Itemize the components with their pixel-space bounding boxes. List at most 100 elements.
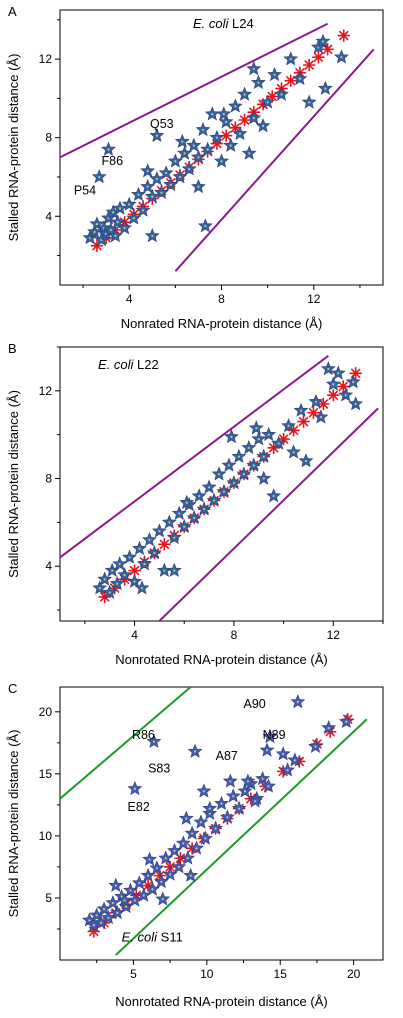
star-point-center	[111, 901, 114, 905]
star-point-center	[109, 228, 112, 232]
panel-a: A 4 8 12 4 8 12 Nonrated RNA-protein distance (…	[6, 4, 384, 331]
star-point-center	[254, 800, 257, 803]
panel-title: E. coli L24	[193, 16, 254, 31]
asterisk-point	[158, 537, 171, 551]
star-series	[81, 694, 354, 932]
star-point-center	[123, 226, 126, 230]
x-tick-label: 4	[131, 628, 138, 642]
star-point-center	[229, 144, 232, 147]
bound-line-1	[60, 687, 192, 800]
asterisk-stroke	[129, 565, 140, 576]
x-tick-label: 15	[274, 967, 288, 981]
star-point-center	[116, 582, 119, 585]
star-point-center	[287, 424, 290, 428]
star-point-center	[103, 578, 106, 581]
panel-title-protein: S11	[157, 929, 183, 944]
star-point-center	[238, 807, 241, 810]
y-tick-label: 15	[39, 767, 53, 781]
star-point-center	[146, 169, 149, 173]
asterisk-stroke	[155, 870, 165, 881]
star-point-center	[116, 911, 119, 914]
asterisk-point	[321, 42, 334, 56]
y-tick-label: 4	[45, 209, 52, 223]
residue-annotation: Q53	[150, 117, 174, 131]
star-point-center	[193, 516, 196, 520]
star-point-center	[248, 152, 251, 155]
star-point-center	[108, 591, 111, 594]
bound-line-2	[158, 407, 379, 621]
star-point-center	[123, 573, 126, 577]
asterisk-point	[229, 121, 242, 135]
star-point-center	[183, 525, 186, 528]
star-point-center	[298, 77, 302, 80]
asterisk-point	[312, 50, 325, 64]
star-point-center	[208, 812, 211, 815]
star-point-center	[133, 899, 136, 902]
asterisk-stroke	[308, 408, 319, 418]
star-point-center	[299, 409, 303, 412]
asterisk-stroke	[318, 399, 329, 409]
asterisk-point	[297, 415, 310, 428]
star-point-center	[173, 849, 176, 852]
star-point-center	[220, 160, 223, 163]
plot-area	[60, 687, 368, 956]
y-tick-label: 12	[39, 52, 53, 66]
x-axis-label: Nonrotated RNA-protein distance (Å)	[115, 652, 327, 667]
bound-line-1	[60, 354, 329, 559]
star-point-center	[148, 858, 151, 861]
star-point-center	[146, 874, 150, 877]
asterisk-stroke	[288, 425, 299, 435]
panel-label: A	[8, 4, 17, 19]
star-point-center	[243, 790, 247, 793]
star-point-center	[192, 144, 195, 147]
asterisk-stroke	[221, 131, 231, 141]
star-point-center	[272, 494, 275, 498]
star-point-center	[215, 136, 218, 139]
star-point-center	[327, 726, 330, 730]
star-point-center	[111, 211, 115, 214]
asterisk-point	[349, 367, 362, 380]
star-point-center	[268, 735, 272, 738]
star-point-center	[95, 914, 98, 917]
star-point-center	[227, 464, 231, 467]
x-tick-label: 4	[126, 292, 133, 306]
star-point-center	[345, 720, 348, 723]
star-point-center	[261, 124, 265, 127]
star-point-center	[152, 740, 156, 743]
star-point-center	[203, 508, 206, 511]
star-point-center	[138, 547, 141, 550]
star-point-center	[314, 745, 317, 748]
star-point-center	[304, 459, 308, 463]
star-point-center	[188, 168, 191, 171]
panel-title: E. coli S11	[122, 929, 183, 944]
star-point-center	[124, 905, 128, 908]
star-point-center	[93, 230, 96, 234]
star-point-center	[155, 177, 158, 181]
x-tick-label: 12	[327, 628, 341, 642]
panel-title-species: E. coli	[98, 357, 135, 372]
star-point-center	[178, 512, 181, 515]
star-point-center	[173, 569, 176, 572]
panel-title-protein: L24	[228, 16, 253, 31]
star-point-center	[174, 160, 177, 163]
asterisk-stroke	[313, 52, 324, 62]
star-point-center	[252, 116, 255, 120]
star-point-center	[237, 455, 240, 458]
star-point-center	[160, 880, 163, 883]
star-point-center	[204, 837, 207, 840]
star-point-center	[344, 394, 347, 397]
star-point-center	[211, 113, 214, 116]
star-point-center	[186, 857, 189, 860]
star-point-center	[226, 816, 229, 819]
asterisk-stroke	[239, 115, 250, 125]
residue-annotation: F86	[102, 154, 124, 168]
star-point-center	[292, 451, 295, 454]
star-point-center	[238, 132, 242, 135]
star-point-center	[98, 175, 101, 179]
panel-label: C	[8, 681, 17, 696]
asterisk-point	[302, 58, 316, 72]
star-point-center	[280, 93, 283, 96]
asterisk-point	[128, 564, 141, 577]
star-point-center	[252, 67, 255, 71]
